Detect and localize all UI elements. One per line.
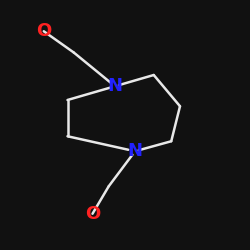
Text: N: N — [128, 142, 142, 160]
Text: O: O — [85, 205, 100, 223]
Text: O: O — [36, 22, 52, 40]
Text: N: N — [108, 77, 122, 95]
